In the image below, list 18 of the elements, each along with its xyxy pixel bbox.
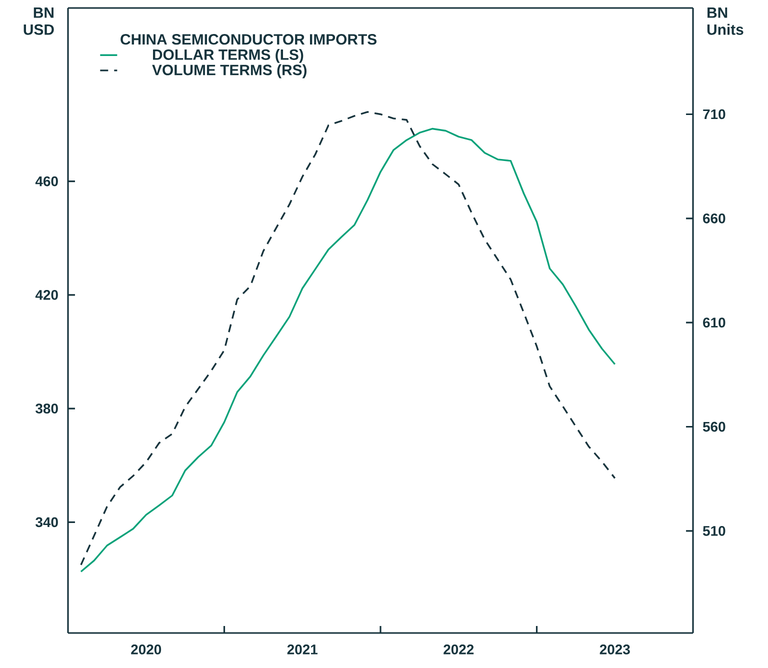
y-tick-label: 380: [36, 404, 58, 414]
y-axis-title: BN USD: [24, 8, 54, 35]
y-tick-label: 340: [36, 517, 58, 528]
y2-tick-label: 560: [702, 422, 726, 432]
x-tick-label: 2023: [600, 644, 630, 654]
legend-title: CHINA SEMICONDUCTOR IMPORTS: [120, 34, 376, 45]
y2-axis-title: BN Units: [707, 8, 744, 35]
y2-tick-label: 610: [703, 318, 726, 328]
y-tick-label: 420: [35, 290, 58, 300]
x-tick-label: 2020: [131, 644, 162, 654]
x-tick-label: 2022: [444, 644, 474, 654]
legend-label: DOLLAR TERMS (LS): [153, 48, 304, 63]
y2-tick-label: 510: [702, 526, 726, 536]
legend-label: VOLUME TERMS (RS): [152, 64, 307, 78]
y2-tick-label: 660: [703, 213, 726, 224]
y-tick-label: 460: [35, 176, 58, 186]
x-tick-label: 2021: [287, 644, 318, 654]
y2-tick-label: 710: [703, 109, 726, 120]
